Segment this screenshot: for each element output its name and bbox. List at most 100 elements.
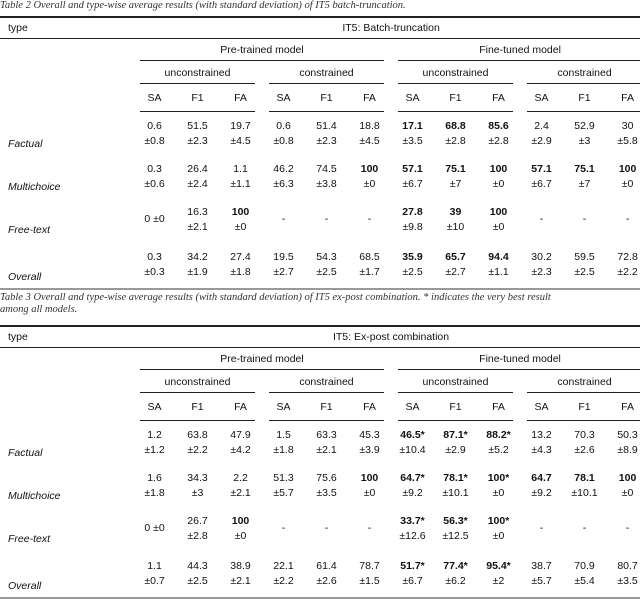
result-cell: 77.4* ±6.2: [434, 550, 477, 599]
title-row: type IT5: Ex-post combination: [0, 325, 640, 348]
std-value: ±1.9: [187, 265, 208, 278]
mean-value: 68.5: [359, 250, 380, 263]
std-value: ±5.8: [617, 134, 638, 147]
result-cell: 27.4 ±1.8: [219, 241, 262, 290]
mean-value: 56.3*: [443, 514, 468, 527]
table-2-caption: Table 2 Overall and type-wise average re…: [0, 0, 406, 11]
mean-value: 100: [231, 514, 250, 527]
result-cell: 72.8 ±2.2: [606, 241, 640, 290]
mean-value: 64.7*: [400, 471, 425, 484]
mean-value: 51.7*: [400, 559, 425, 572]
divider: [269, 420, 384, 421]
result-cell: -: [606, 198, 640, 241]
std-value: ±5.7: [531, 574, 552, 587]
result-cell: 51.5 ±2.3: [176, 112, 219, 155]
result-cell: -: [563, 198, 606, 241]
result-cell: 0.3 ±0.6: [133, 155, 176, 198]
std-value: ±2.2: [187, 443, 208, 456]
std-value: ±5.4: [574, 574, 595, 587]
mean-value: 65.7: [445, 250, 466, 263]
table-row: Overall 0.3 ±0.3 34.2 ±1.9 27.4 ±1.8 19.5 ±2.7 54…: [0, 241, 640, 290]
std-value: ±7: [449, 177, 462, 190]
std-value: ±2.1: [316, 443, 337, 456]
table-3: type IT5: Ex-post combination Pre-trained …: [0, 325, 640, 599]
metric-header: FA: [234, 400, 247, 413]
mean-value: 26.7: [187, 514, 208, 527]
result-cell: 87.1* ±2.9: [434, 421, 477, 464]
result-cell: 70.9 ±5.4: [563, 550, 606, 599]
result-cell: 0.3 ±0.3: [133, 241, 176, 290]
std-value: ±1.2: [144, 443, 165, 456]
mean-value: 30.2: [531, 250, 552, 263]
mean-value: 78.7: [359, 559, 380, 572]
mean-value: 74.5: [316, 162, 337, 175]
std-value: ±2.3: [531, 265, 552, 278]
mean-value: 34.3: [187, 471, 208, 484]
std-value: ±6.7: [402, 574, 423, 587]
mean-value: 95.4*: [486, 559, 511, 572]
result-cell: 38.7 ±5.7: [520, 550, 563, 599]
mean-value: 19.5: [273, 250, 294, 263]
result-cell: 88.2* ±5.2: [477, 421, 520, 464]
std-value: ±3.5: [316, 486, 337, 499]
subgroup-header: unconstrained: [140, 372, 255, 393]
std-value: ±2.3: [316, 134, 337, 147]
divider: [269, 111, 384, 112]
metric-row: SA F1 FA SA F1 FA SA F1 FA SA F1 FA: [0, 84, 640, 111]
result-cell: 51.4 ±2.3: [305, 112, 348, 155]
mean-value: 100: [489, 205, 508, 218]
result-cell: 22.1 ±2.2: [262, 550, 305, 599]
mean-value: 63.8: [187, 428, 208, 441]
result-cell: 34.2 ±1.9: [176, 241, 219, 290]
metric-header: F1: [191, 91, 204, 104]
mean-value: 46.5*: [400, 428, 425, 441]
mean-value: 38.9: [230, 559, 251, 572]
result-cell: 68.8 ±2.8: [434, 112, 477, 155]
mean-value: 100: [489, 162, 508, 175]
std-value: ±3.9: [359, 443, 380, 456]
result-cell: 16.3 ±2.1: [176, 198, 219, 241]
result-cell: 63.3 ±2.1: [305, 421, 348, 464]
std-value: ±0: [492, 486, 505, 499]
std-value: ±4.3: [531, 443, 552, 456]
table-row: Multichoice 1.6 ±1.8 34.3 ±3 2.2 ±2.1 51.3 ±5.7 7…: [0, 464, 640, 507]
table-row: Overall 1.1 ±0.7 44.3 ±2.5 38.9 ±2.1 22.1 ±2.2 61…: [0, 550, 640, 599]
result-cell: 95.4* ±2: [477, 550, 520, 599]
std-value: ±2.7: [273, 265, 294, 278]
table-title: IT5: Batch-truncation: [133, 16, 640, 39]
row-label: Multichoice: [8, 490, 61, 502]
result-cell: 1.5 ±1.8: [262, 421, 305, 464]
std-value: ±12.6: [399, 529, 426, 542]
mean-value: 88.2*: [486, 428, 511, 441]
result-cell: 0.6 ±0.8: [133, 112, 176, 155]
group-header: Pre-trained model: [140, 40, 384, 61]
mean-value: 1.2: [147, 428, 162, 441]
std-value: ±0.7: [144, 574, 165, 587]
result-cell: 19.5 ±2.7: [262, 241, 305, 290]
row-label: Free-text: [8, 533, 51, 545]
mean-value: -: [539, 213, 544, 225]
result-cell: 78.7 ±1.5: [348, 550, 391, 599]
mean-value: -: [625, 213, 630, 225]
mean-value: 39: [449, 205, 462, 218]
results-table: type IT5: Ex-post combination Pre-trained …: [0, 325, 640, 599]
subgroup-header: constrained: [269, 63, 384, 84]
std-value: ±3.5: [617, 574, 638, 587]
result-cell: 46.5* ±10.4: [391, 421, 434, 464]
result-cell: -: [305, 198, 348, 241]
std-value: ±4.5: [359, 134, 380, 147]
mean-value: 0 ±0: [144, 522, 165, 534]
std-value: ±1.7: [359, 265, 380, 278]
std-value: ±2.6: [316, 574, 337, 587]
std-value: ±10: [446, 220, 465, 233]
table-row: Factual 1.2 ±1.2 63.8 ±2.2 47.9 ±4.2 1.5 ±1.8 63.…: [0, 421, 640, 464]
mean-value: 2.2: [233, 471, 248, 484]
std-value: ±1.8: [144, 486, 165, 499]
mean-value: 75.1: [574, 162, 595, 175]
result-cell: 100 ±0: [606, 155, 640, 198]
std-value: ±0.3: [144, 265, 165, 278]
table-title: IT5: Ex-post combination: [133, 325, 640, 348]
mean-value: 51.5: [187, 119, 208, 132]
result-cell: 18.8 ±4.5: [348, 112, 391, 155]
result-cell: 45.3 ±3.9: [348, 421, 391, 464]
